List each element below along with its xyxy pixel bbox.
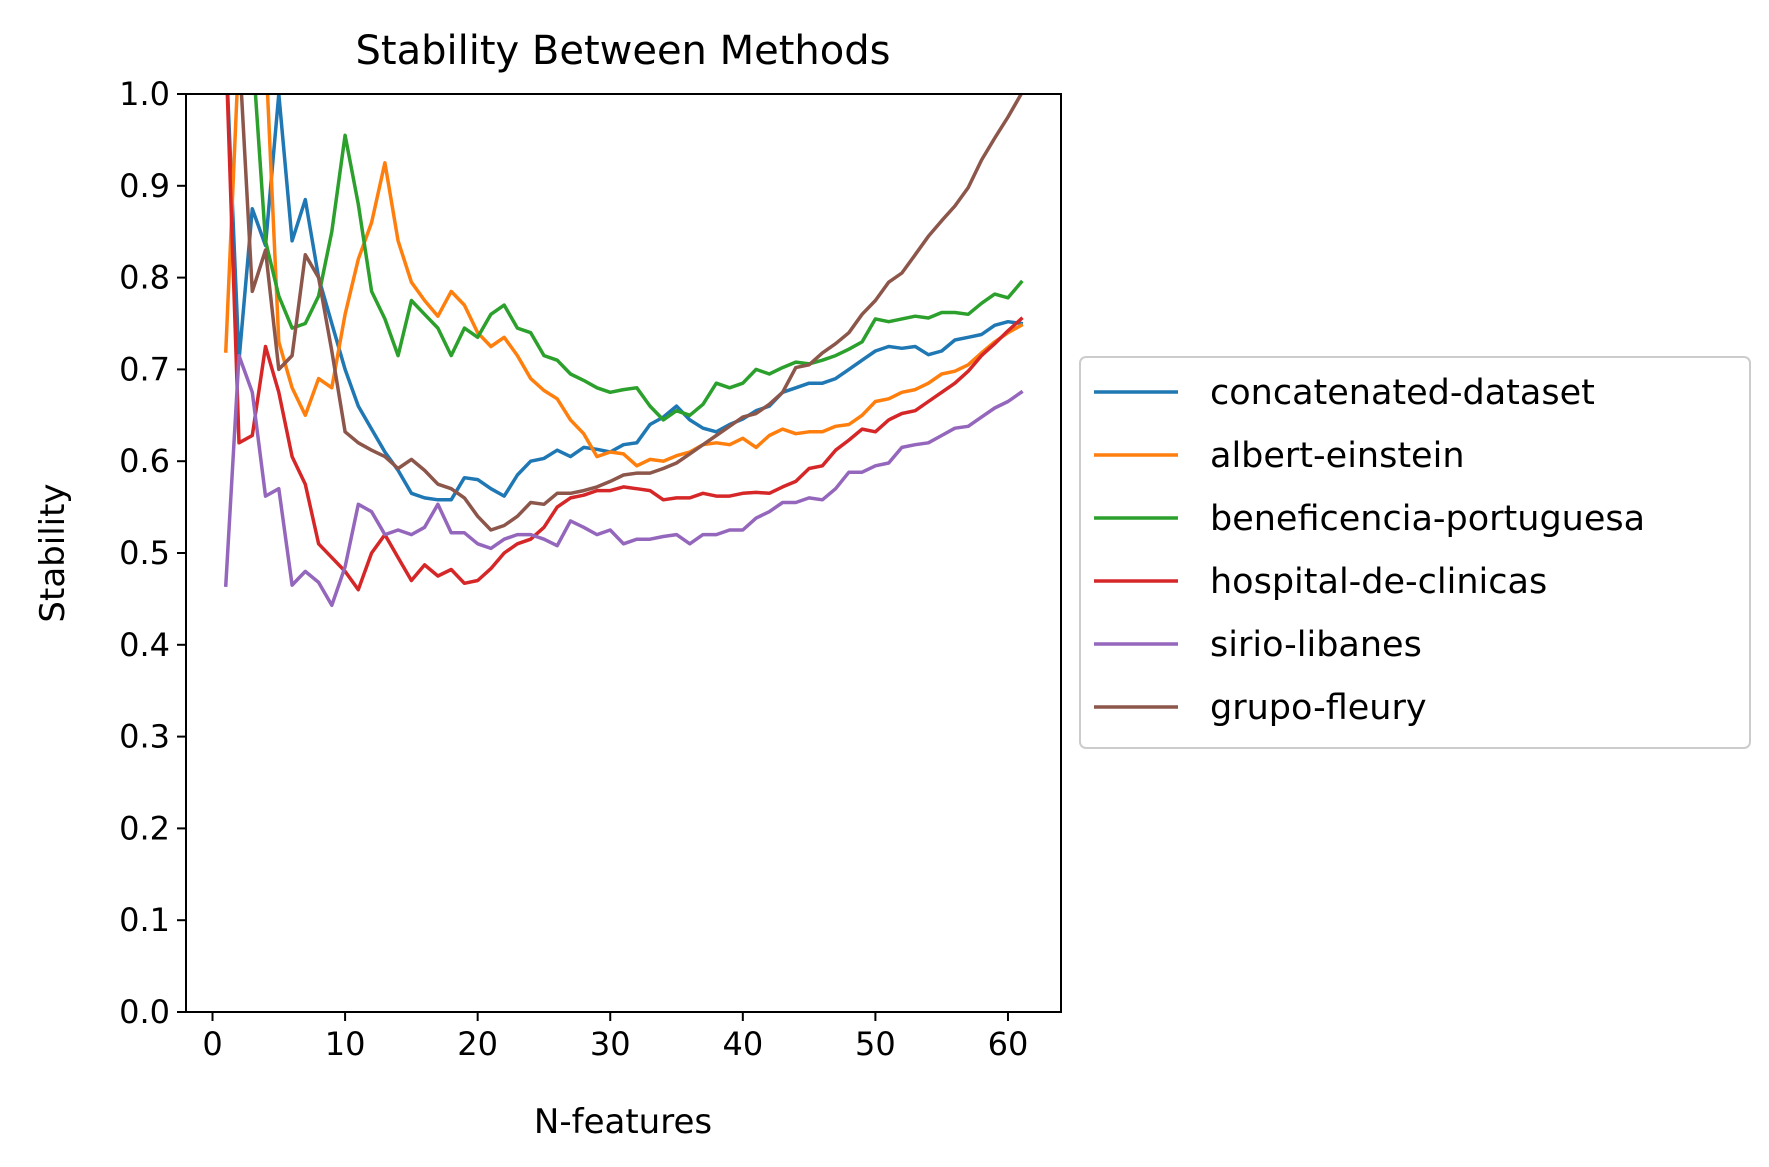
x-tick-label: 30: [590, 1025, 631, 1063]
legend-label-hospital-de-clinicas: hospital-de-clinicas: [1210, 562, 1547, 602]
y-tick-label: 0.8: [119, 259, 170, 297]
x-tick-label: 10: [325, 1025, 366, 1063]
chart-title: Stability Between Methods: [356, 28, 891, 74]
axes-frame: [185, 93, 1062, 1013]
series-layer: [223, 94, 1024, 608]
series-line-albert-einstein: [223, 94, 1024, 468]
x-axis-title: N-features: [534, 1102, 712, 1142]
y-tick-label: 1.0: [119, 75, 170, 113]
y-tick-label: 0.3: [119, 718, 170, 756]
legend-box: [1079, 356, 1751, 749]
legend-label-grupo-fleury: grupo-fleury: [1210, 688, 1427, 728]
y-tick-label: 0.5: [119, 534, 170, 572]
legend-label-beneficencia-portuguesa: beneficencia-portuguesa: [1210, 499, 1645, 539]
series-line-hospital-de-clinicas: [225, 94, 1024, 592]
x-tick-label: 0: [202, 1025, 222, 1063]
series-line-concatenated-dataset: [225, 94, 1024, 502]
legend-label-concatenated-dataset: concatenated-dataset: [1210, 373, 1595, 413]
legend-label-sirio-libanes: sirio-libanes: [1210, 625, 1422, 665]
legend-label-albert-einstein: albert-einstein: [1210, 436, 1465, 476]
series-line-beneficencia-portuguesa: [253, 94, 1024, 422]
y-tick-label: 0.7: [119, 350, 170, 388]
series-line-grupo-fleury: [239, 94, 1024, 532]
y-axis: 0.0 0.1 0.2 0.3 0.4 0.5 0.6 0.7 0.8 0.9 1.0: [119, 75, 186, 1031]
y-axis-title: Stability: [33, 483, 73, 622]
legend-items: concatenated-dataset albert-einstein benef…: [1094, 373, 1645, 728]
x-tick-label: 40: [722, 1025, 763, 1063]
x-tick-label: 20: [457, 1025, 498, 1063]
y-tick-label: 0.4: [119, 626, 170, 664]
x-tick-label: 60: [988, 1025, 1029, 1063]
x-tick-label: 50: [855, 1025, 896, 1063]
y-tick-label: 0.0: [119, 993, 170, 1031]
plot-area: [185, 93, 1062, 1013]
y-tick-label: 0.2: [119, 809, 170, 847]
series-line-sirio-libanes: [223, 353, 1024, 608]
legend: concatenated-dataset albert-einstein benef…: [1079, 356, 1751, 749]
y-tick-label: 0.1: [119, 901, 170, 939]
y-tick-label: 0.9: [119, 167, 170, 205]
x-axis: 0 10 20 30 40 50 60: [202, 1012, 1028, 1063]
y-tick-label: 0.6: [119, 442, 170, 480]
